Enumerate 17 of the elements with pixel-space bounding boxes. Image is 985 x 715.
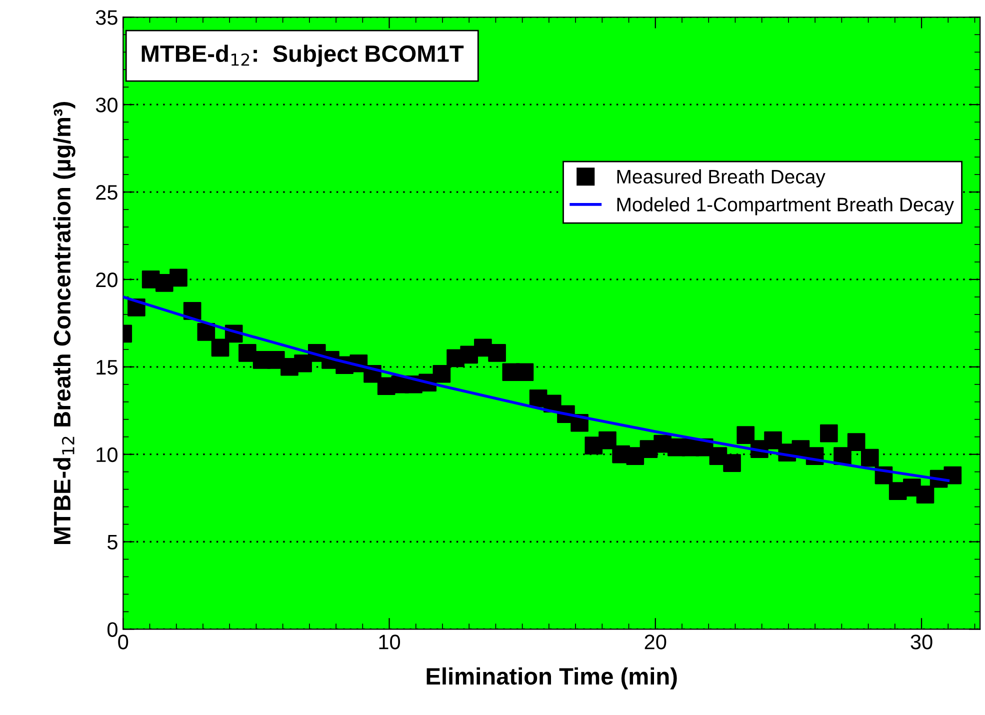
y-tick-label: 30	[96, 98, 118, 112]
y-tick-label: 35	[96, 10, 118, 25]
x-axis-title: Elimination Time (min)	[426, 667, 677, 690]
x-tick-label: 30	[910, 634, 932, 650]
y-axis-title: MTBE-d$_{12}$ Breath Concentration (µg/m³)	[53, 102, 76, 544]
x-tick-label: 10	[379, 634, 400, 650]
legend-label: Measured Breath Decay	[617, 169, 826, 188]
text: MTBE-d$_{12}$: Subject BCOM1T	[142, 44, 464, 67]
y-tick-label: 15	[96, 360, 118, 375]
x-tick-label: 0	[118, 634, 128, 650]
x-tick-label: 20	[644, 634, 666, 650]
y-tick-label: 0	[107, 622, 118, 637]
y-tick-label: 25	[96, 185, 118, 200]
y-tick-label: 5	[108, 534, 118, 550]
y-tick-label: 20	[96, 272, 118, 288]
legend-label: Modeled 1-Compartment Breath Decay	[617, 197, 954, 216]
y-tick-label: 10	[96, 447, 118, 462]
